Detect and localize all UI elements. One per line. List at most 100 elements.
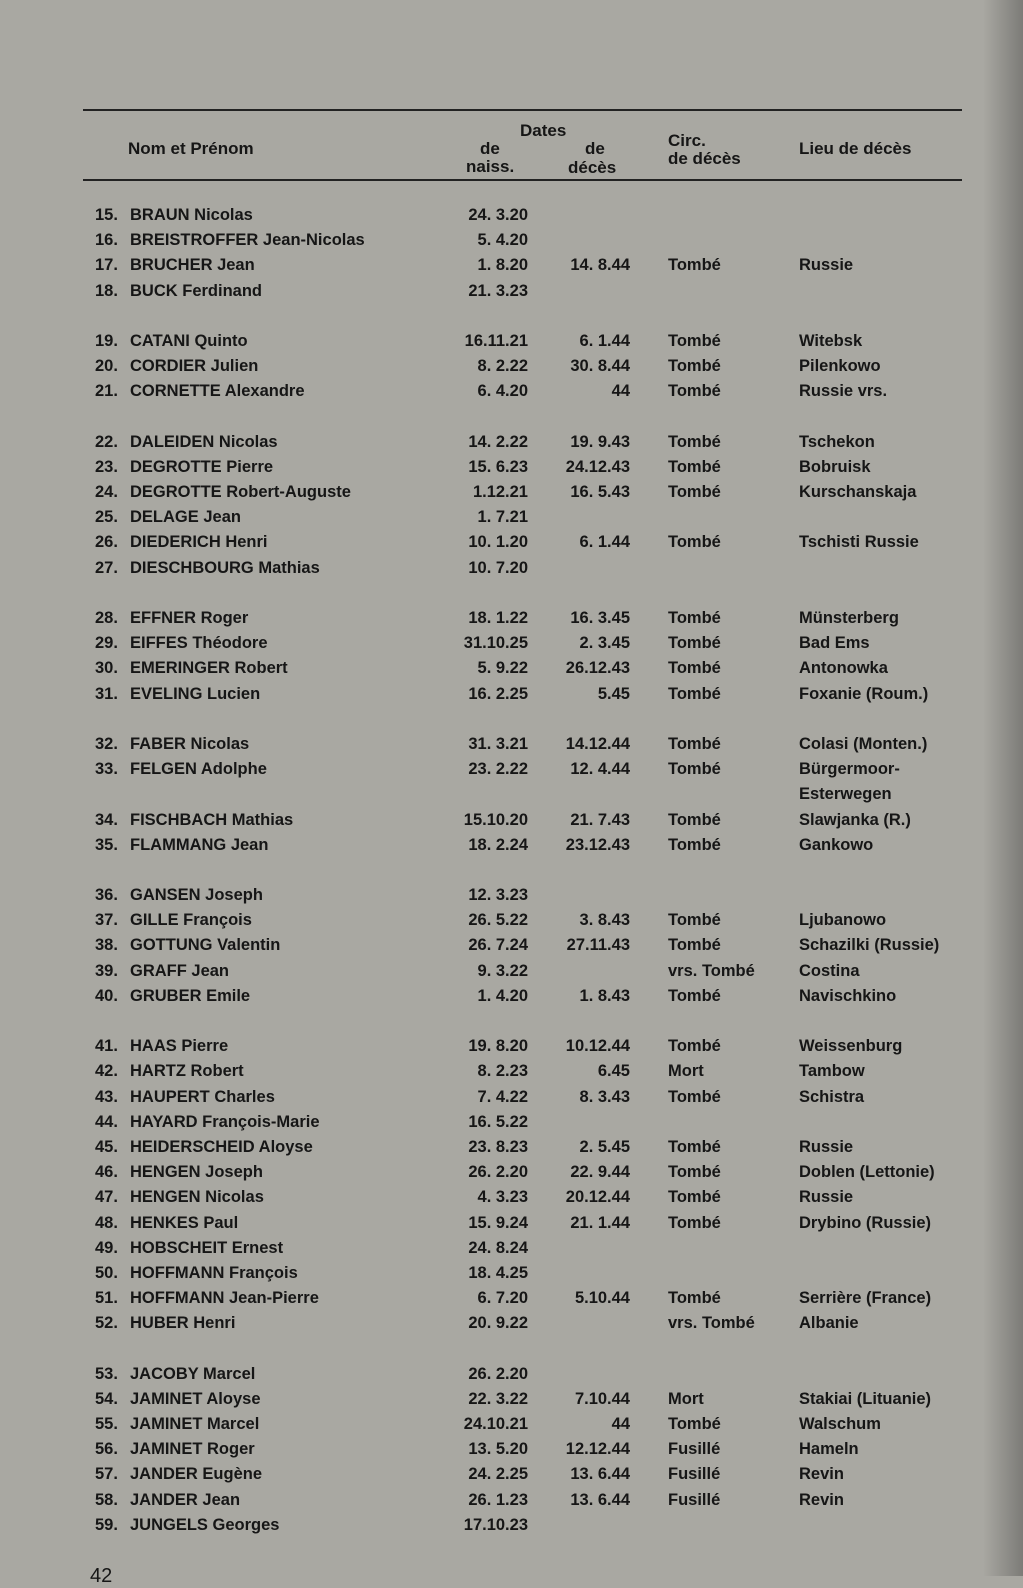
person-name: EMERINGER Robert	[130, 659, 288, 678]
death-circumstance: Tombé	[668, 1213, 721, 1232]
death-date: 14.12.44	[565, 734, 630, 753]
entry-number: 24.	[95, 483, 118, 502]
birth-date: 26. 5.22	[468, 911, 528, 930]
death-circumstance: Tombé	[668, 432, 721, 451]
death-place: Tschisti Russie	[799, 533, 919, 552]
entry-number: 56.	[95, 1440, 118, 1459]
header-birth-1: de	[480, 139, 500, 158]
death-place: Hameln	[799, 1440, 859, 1459]
table-row: 45. HEIDERSCHEID Aloyse 23. 8.23 2. 5.45 Tom…	[0, 1135, 1000, 1160]
birth-date: 1. 8.20	[477, 256, 528, 275]
person-name: JAMINET Aloyse	[130, 1389, 261, 1408]
death-circumstance: Fusillé	[668, 1440, 721, 1459]
table-row: 29. EIFFES Théodore 31.10.25 2. 3.45 Tombé Ba…	[0, 631, 1000, 656]
entry-number: 20.	[95, 357, 118, 376]
birth-date: 23. 2.22	[468, 760, 528, 779]
death-circumstance: Tombé	[668, 357, 721, 376]
person-name: FELGEN Adolphe	[130, 760, 267, 779]
table-row: 21. CORNETTE Alexandre 6. 4.20 44 Tombé Russi…	[0, 379, 1000, 404]
person-name: HARTZ Robert	[130, 1062, 244, 1081]
entry-number: 32.	[95, 734, 118, 753]
person-name: JANDER Eugène	[130, 1465, 263, 1484]
birth-date: 20. 9.22	[468, 1314, 528, 1333]
death-circumstance: Tombé	[668, 734, 721, 753]
death-circumstance: Tombé	[668, 1037, 721, 1056]
person-name: HOFFMANN François	[130, 1263, 298, 1282]
entry-number: 39.	[95, 961, 118, 980]
person-name: GILLE François	[130, 911, 252, 930]
death-place: Tambow	[799, 1062, 865, 1081]
page-number: 42	[90, 1565, 113, 1587]
entry-number: 40.	[95, 986, 118, 1005]
death-place: Bad Ems	[799, 634, 870, 653]
death-date: 44	[611, 1415, 630, 1433]
death-place: Walschum	[799, 1415, 881, 1433]
death-place: Bürgermoor-	[799, 760, 900, 779]
table-row: 47. HENGEN Nicolas 4. 3.23 20.12.44 Tombé Rus…	[0, 1185, 1000, 1210]
death-circumstance: Tombé	[668, 483, 721, 502]
death-place: Russie	[799, 1137, 854, 1156]
table-row: 34. FISCHBACH Mathias 15.10.20 21. 7.43 Tomb…	[0, 808, 1000, 833]
death-place: Münsterberg	[799, 609, 899, 627]
entry-number: 41.	[95, 1037, 118, 1056]
group-spacer	[0, 1336, 1000, 1361]
death-place: Witebsk	[799, 331, 863, 350]
birth-date: 24. 2.25	[468, 1465, 528, 1484]
table-row: 53. JACOBY Marcel 26. 2.20	[0, 1362, 1000, 1387]
person-name: GRAFF Jean	[130, 961, 230, 980]
death-date: 20.12.44	[565, 1188, 630, 1207]
person-name: GRUBER Emile	[130, 986, 251, 1005]
entry-number: 53.	[95, 1364, 118, 1383]
table-row: 20. CORDIER Julien 8. 2.22 30. 8.44 Tombé Pil…	[0, 354, 1000, 379]
death-date: 2. 3.45	[579, 634, 630, 653]
birth-date: 24. 3.20	[468, 206, 528, 224]
birth-date: 5. 9.22	[477, 659, 528, 678]
death-place: Slawjanka (R.)	[799, 810, 911, 829]
table-row: 28. EFFNER Roger 18. 1.22 16. 3.45 Tombé Müns…	[0, 606, 1000, 631]
person-name: FISCHBACH Mathias	[130, 810, 294, 829]
death-place: Navischkino	[799, 986, 897, 1005]
death-circumstance: Tombé	[668, 936, 721, 955]
person-name: JAMINET Roger	[130, 1440, 255, 1459]
entry-number: 26.	[95, 533, 118, 552]
person-name: HEIDERSCHEID Aloyse	[130, 1137, 313, 1156]
table-row: 49. HOBSCHEIT Ernest 24. 8.24	[0, 1236, 1000, 1261]
death-date: 8. 3.43	[579, 1087, 630, 1106]
death-date: 5.10.44	[574, 1289, 630, 1308]
birth-date: 26. 2.20	[468, 1163, 528, 1182]
person-name: JAMINET Marcel	[130, 1415, 260, 1433]
death-place: Colasi (Monten.)	[799, 734, 928, 753]
table-row: 55. JAMINET Marcel 24.10.21 44 Tombé Walschum	[0, 1412, 1000, 1437]
header-place: Lieu de décès	[799, 139, 912, 158]
birth-date: 31.10.25	[463, 634, 528, 653]
table-row: 56. JAMINET Roger 13. 5.20 12.12.44 Fusillé H…	[0, 1437, 1000, 1462]
entry-number: 36.	[95, 886, 118, 905]
death-date: 22. 9.44	[570, 1163, 630, 1182]
person-name: FLAMMANG Jean	[130, 835, 269, 854]
birth-date: 10. 1.20	[468, 533, 528, 552]
group-spacer	[0, 304, 1000, 329]
person-name: DALEIDEN Nicolas	[130, 432, 278, 451]
death-circumstance: Tombé	[668, 1289, 721, 1308]
table-row: 39. GRAFF Jean 9. 3.22 vrs. Tombé Costina	[0, 959, 1000, 984]
death-circumstance: Mort	[668, 1389, 704, 1408]
death-place: Russie	[799, 256, 854, 275]
birth-date: 5. 4.20	[477, 231, 528, 250]
birth-date: 7. 4.22	[477, 1087, 528, 1106]
birth-date: 16.11.21	[464, 331, 528, 350]
person-name: DIESCHBOURG Mathias	[130, 558, 320, 577]
table-row: 50. HOFFMANN François 18. 4.25	[0, 1261, 1000, 1286]
death-circumstance: Tombé	[668, 1137, 721, 1156]
birth-date: 1. 4.20	[477, 986, 528, 1005]
death-circumstance: Tombé	[668, 760, 721, 779]
entry-number: 23.	[95, 457, 118, 476]
birth-date: 8. 2.22	[477, 357, 528, 376]
table-row: 25. DELAGE Jean 1. 7.21	[0, 505, 1000, 530]
person-name: HENGEN Nicolas	[130, 1188, 264, 1207]
entry-number: 45.	[95, 1137, 118, 1156]
death-date: 5.45	[597, 684, 630, 703]
entry-number: 21.	[95, 382, 118, 401]
death-date: 6. 1.44	[579, 533, 630, 552]
death-place: Pilenkowo	[799, 357, 881, 376]
birth-date: 6. 4.20	[477, 382, 528, 401]
